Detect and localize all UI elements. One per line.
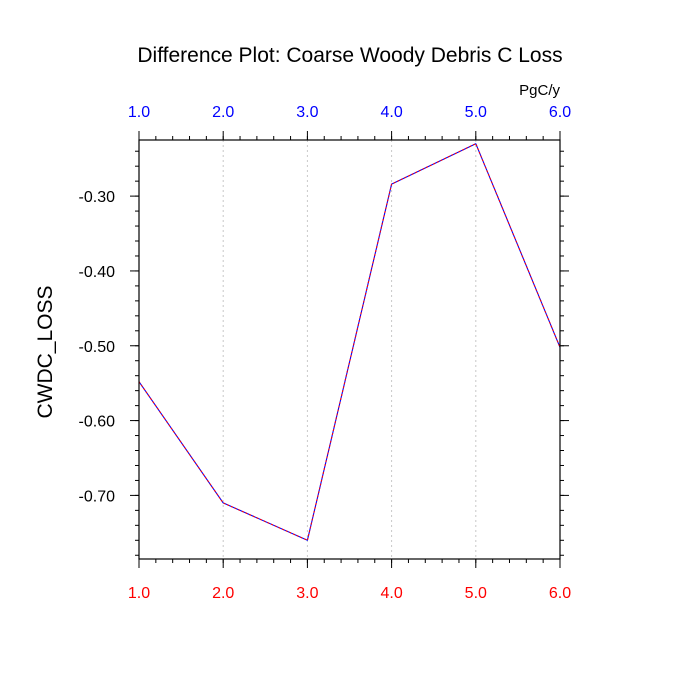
x-tick-label-top: 4.0 [380,104,402,121]
y-tick-label: -0.70 [79,488,116,505]
y-tick-label: -0.50 [79,339,116,356]
x-tick-label-top: 6.0 [549,104,571,121]
y-tick-label: -0.40 [79,264,116,281]
axis-ticks [130,131,569,568]
x-tick-label-bottom: 3.0 [296,585,318,602]
x-tick-label-top: 3.0 [296,104,318,121]
chart-title: Difference Plot: Coarse Woody Debris C L… [137,44,562,67]
x-tick-label-top: 5.0 [465,104,487,121]
units-label: PgC/y [519,82,560,99]
x-tick-label-bottom: 5.0 [465,585,487,602]
series [138,143,561,541]
x-tick-label-bottom: 4.0 [380,585,402,602]
y-axis-label: CWDC_LOSS [34,285,57,418]
x-tick-label-top: 2.0 [212,104,234,121]
y-tick-label: -0.60 [79,414,116,431]
x-tick-label-bottom: 2.0 [212,585,234,602]
plot-frame [138,139,561,560]
data-line-dash [138,143,561,541]
x-tick-label-bottom: 1.0 [128,585,150,602]
x-tick-label-top: 1.0 [128,104,150,121]
data-line [138,143,561,541]
x-tick-label-bottom: 6.0 [549,585,571,602]
tick-labels: 1.0 2.0 3.0 4.0 5.0 6.0 1.0 2.0 3.0 4.0 5.0 6.0 -0.3… [79,104,572,602]
y-tick-label: -0.30 [79,189,116,206]
grid [222,140,477,559]
